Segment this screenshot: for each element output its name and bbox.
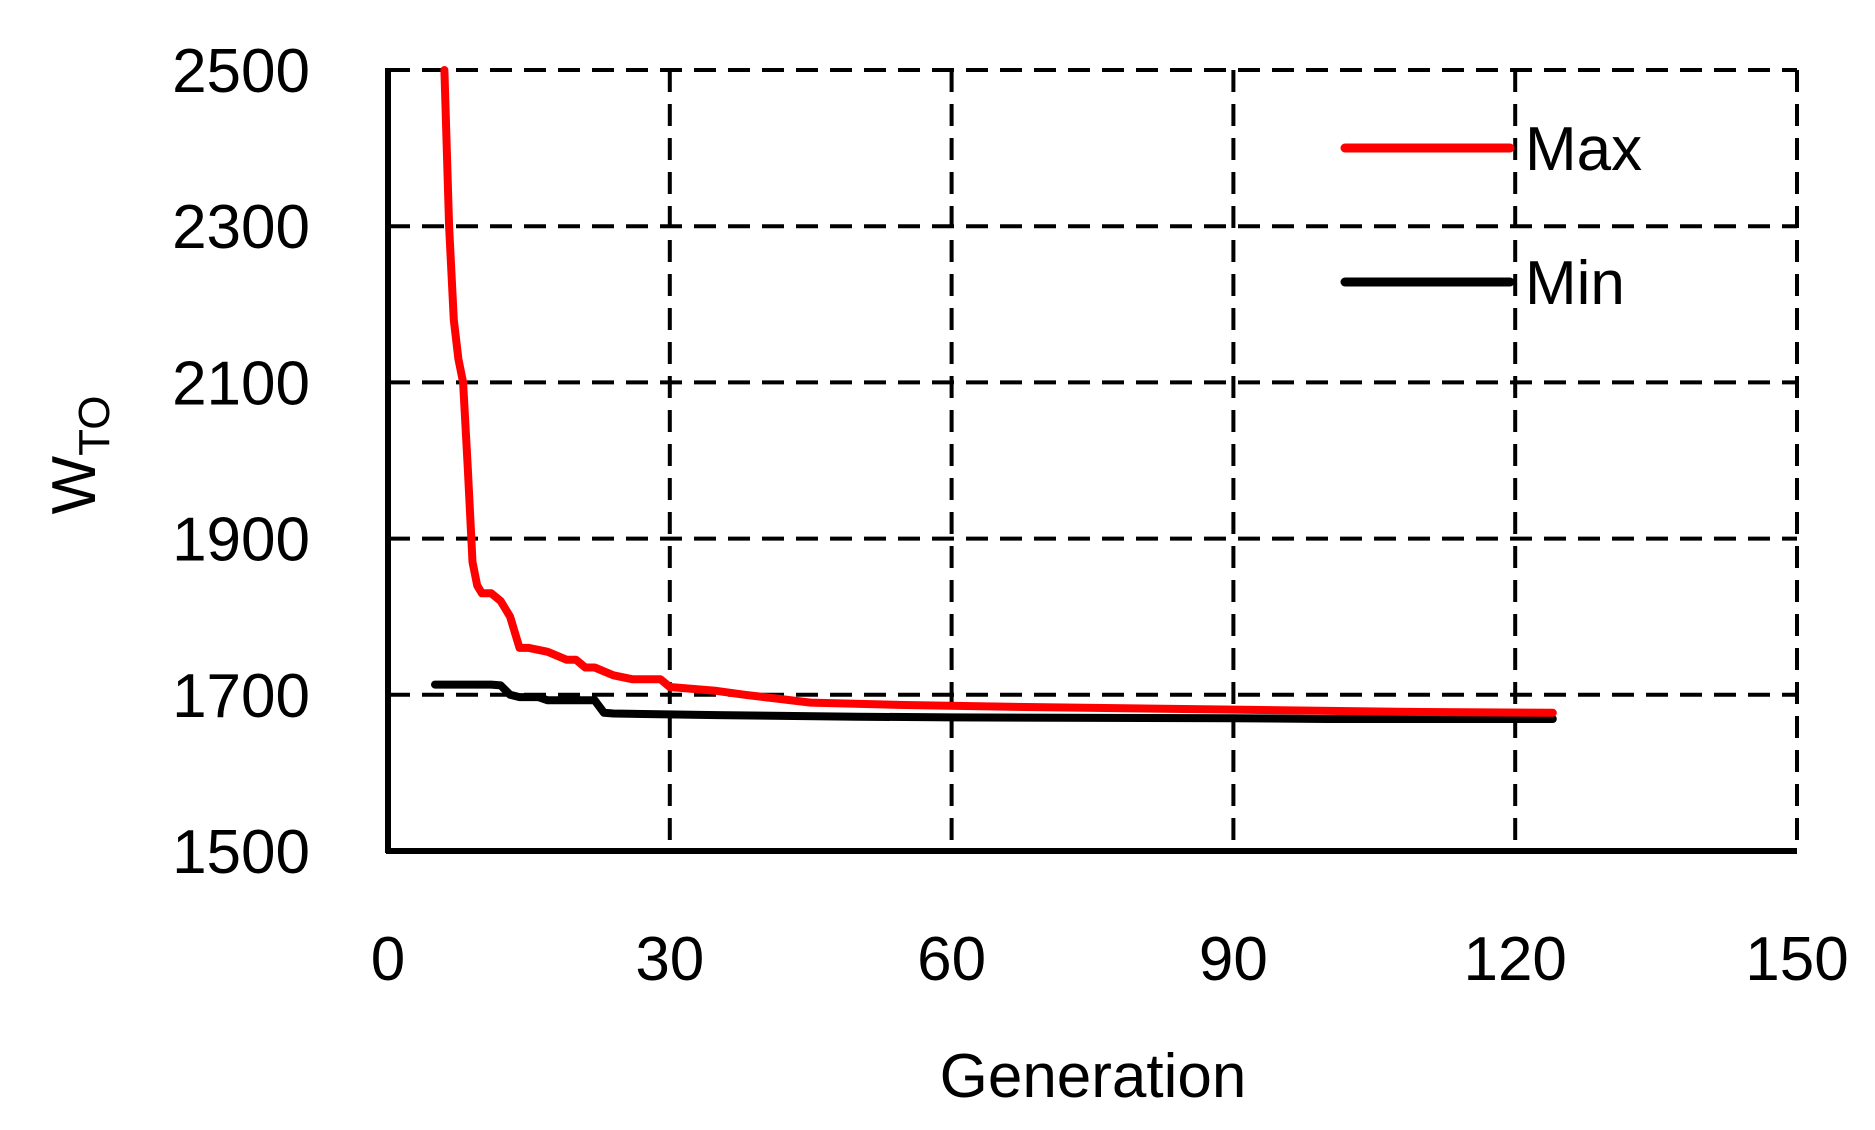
y-tick-label: 1700 [172,662,310,731]
x-tick-label: 60 [917,925,986,994]
x-axis-title: Generation [940,1042,1247,1111]
y-tick-label: 2100 [172,349,310,418]
svg-text:WTO: WTO [40,396,119,515]
grid [388,68,1799,851]
y-tick-label: 2300 [172,193,310,262]
axes [385,68,1797,854]
series-line-min [431,680,1557,723]
y-axis-ticks: 1500 1700 1900 2100 2300 2500 [172,37,310,887]
x-tick-label: 150 [1745,925,1848,994]
y-tick-label: 2500 [172,37,310,106]
y-axis-title: WTO [40,396,119,515]
series-line-max [440,66,1557,717]
legend-label-max: Max [1525,115,1642,184]
y-tick-label: 1500 [172,818,310,887]
x-axis-ticks: 0 30 60 90 120 150 [371,925,1849,994]
series-lines [431,66,1557,723]
legend: Max Min [1340,115,1642,318]
x-tick-label: 90 [1199,925,1268,994]
legend-label-min: Min [1525,249,1625,318]
x-tick-label: 120 [1463,925,1566,994]
x-tick-label: 30 [635,925,704,994]
x-tick-label: 0 [371,925,405,994]
y-axis-title-sub: TO [70,396,119,456]
y-axis-title-main: W [40,455,109,514]
y-tick-label: 1900 [172,506,310,575]
